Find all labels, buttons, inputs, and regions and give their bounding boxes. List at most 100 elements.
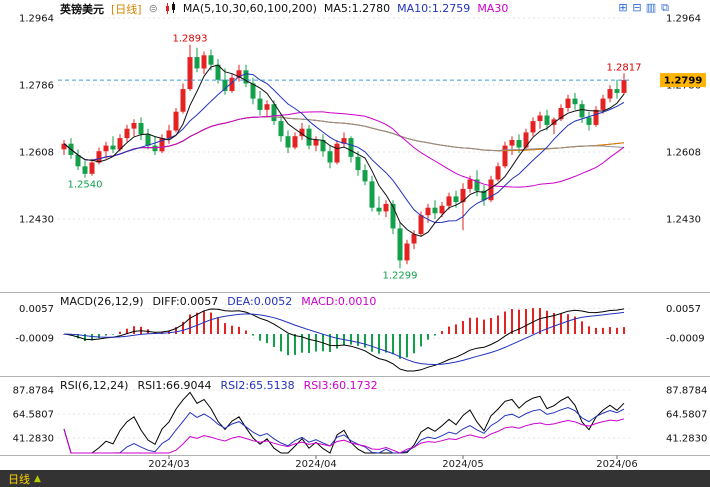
candle[interactable]	[285, 130, 291, 154]
macd-bar	[399, 334, 401, 359]
candle[interactable]	[159, 134, 165, 154]
candle[interactable]	[110, 136, 116, 154]
candle[interactable]	[404, 239, 410, 265]
candle[interactable]	[180, 83, 186, 114]
candle[interactable]	[187, 44, 193, 91]
maximize-icon[interactable]: ⊞	[618, 1, 628, 14]
symbol-name[interactable]: 英镑美元	[60, 2, 104, 16]
y-axis-label: 1.2430	[666, 215, 701, 226]
candle[interactable]	[334, 140, 340, 165]
candle[interactable]	[593, 106, 599, 127]
macd-title[interactable]: MACD(26,12,9)	[60, 295, 144, 308]
candle[interactable]	[460, 183, 466, 231]
candle[interactable]	[432, 200, 438, 219]
candle[interactable]	[390, 200, 396, 235]
candle[interactable]	[341, 132, 347, 148]
split-horizontal-icon[interactable]: ⊟	[632, 1, 642, 14]
candle[interactable]	[194, 47, 200, 73]
candle[interactable]	[362, 164, 368, 186]
candle[interactable]	[565, 94, 571, 112]
candle[interactable]	[82, 160, 88, 178]
period-tag[interactable]: [日线]	[111, 2, 142, 16]
candle[interactable]	[222, 68, 228, 95]
rsi-title[interactable]: RSI(6,12,24)	[60, 379, 129, 392]
candle[interactable]	[271, 100, 277, 125]
candle[interactable]	[173, 108, 179, 133]
candle[interactable]	[348, 136, 354, 163]
candle[interactable]	[61, 140, 67, 155]
candle[interactable]	[124, 124, 130, 142]
candle[interactable]	[614, 79, 620, 99]
candle[interactable]	[320, 134, 326, 157]
y-axis-label: 64.5807	[666, 410, 707, 421]
candlestick-icon	[165, 2, 175, 14]
macd-bar	[476, 317, 478, 334]
candle[interactable]	[621, 73, 627, 95]
macd-bar	[441, 331, 443, 334]
candle[interactable]	[89, 158, 95, 176]
candle[interactable]	[292, 132, 298, 150]
candle[interactable]	[215, 59, 221, 84]
candle[interactable]	[355, 151, 361, 176]
macd-bar	[91, 334, 93, 341]
candle[interactable]	[278, 113, 284, 142]
candle[interactable]	[264, 100, 270, 118]
candle[interactable]	[495, 162, 501, 182]
candle[interactable]	[397, 222, 403, 269]
candle[interactable]	[201, 51, 207, 75]
candle[interactable]	[502, 141, 508, 169]
macd-bar	[112, 334, 114, 335]
candle[interactable]	[117, 134, 123, 152]
candle[interactable]	[299, 123, 305, 140]
macd-bar	[462, 321, 464, 334]
candle[interactable]	[586, 111, 592, 131]
candle[interactable]	[306, 124, 312, 150]
rsi2-value: RSI2:65.5138	[220, 379, 295, 392]
candle[interactable]	[537, 111, 543, 129]
candle[interactable]	[572, 92, 578, 110]
multi-window-icon[interactable]: ⧉	[661, 1, 669, 14]
candle[interactable]	[75, 149, 81, 171]
split-vertical-icon[interactable]: ▥	[645, 1, 657, 14]
candle[interactable]	[446, 192, 452, 210]
price-annotation: 1.2893	[173, 34, 208, 45]
candle[interactable]	[488, 175, 494, 203]
y-axis-label: 87.8784	[13, 386, 54, 397]
candle[interactable]	[376, 196, 382, 216]
candle[interactable]	[481, 185, 487, 206]
candle[interactable]	[145, 128, 151, 150]
candle[interactable]	[138, 117, 144, 140]
candle[interactable]	[544, 109, 550, 131]
candle[interactable]	[369, 175, 375, 212]
candle[interactable]	[327, 145, 333, 169]
candle[interactable]	[236, 64, 242, 82]
period-selector[interactable]: 日线	[8, 472, 30, 486]
y-axis-label: 0.0057	[666, 304, 701, 315]
y-axis-label: 1.2786	[19, 81, 54, 92]
candle[interactable]	[257, 91, 263, 116]
candle[interactable]	[383, 200, 389, 218]
macd-bar	[126, 328, 128, 334]
macd-bar	[420, 334, 422, 347]
macd-bar	[609, 327, 611, 334]
candle[interactable]	[250, 77, 256, 105]
candle[interactable]	[509, 136, 515, 155]
y-axis-label: -0.0009	[15, 334, 54, 345]
symbol-settings-icon[interactable]: ⊜	[148, 2, 158, 15]
candle[interactable]	[530, 117, 536, 137]
candle[interactable]	[166, 124, 172, 144]
candle[interactable]	[551, 117, 557, 135]
candle[interactable]	[103, 141, 109, 159]
candle[interactable]	[313, 136, 319, 152]
macd-bar	[280, 334, 282, 352]
macd-bar	[357, 334, 359, 346]
macd-bar	[217, 317, 219, 334]
candle[interactable]	[152, 136, 158, 155]
x-axis-label: 2024/05	[442, 459, 484, 470]
candle[interactable]	[411, 230, 417, 250]
candle[interactable]	[229, 74, 235, 93]
candle[interactable]	[607, 85, 613, 103]
candle[interactable]	[131, 119, 137, 137]
candle[interactable]	[243, 64, 249, 88]
